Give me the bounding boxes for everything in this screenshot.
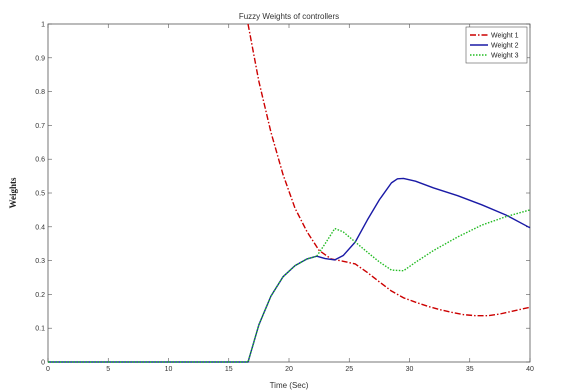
y-tick-label: 1: [41, 22, 45, 29]
legend-label-weight-1: Weight 1: [491, 33, 519, 40]
x-axis-label: Time (Sec): [270, 381, 309, 390]
x-tick-label: 0: [46, 366, 50, 373]
y-tick-label: 0.7: [35, 123, 45, 130]
y-tick-label: 0: [41, 360, 45, 367]
legend-label-weight-3: Weight 3: [491, 53, 519, 60]
series-line-weight-3: [48, 209, 531, 363]
y-axis-label: Weights: [8, 177, 18, 209]
x-tick-label: 25: [345, 366, 353, 373]
x-tick-label: 10: [165, 366, 173, 373]
series-lines: [48, 23, 531, 363]
legend: Weight 1 Weight 2 Weight 3: [465, 26, 528, 64]
x-tick-label: 35: [466, 366, 474, 373]
x-tick-label: 15: [225, 366, 233, 373]
y-tick-label: 0.5: [35, 191, 45, 198]
y-tick-label: 0.8: [35, 89, 45, 96]
axis-ticks: 0 5 10 15 20 25 30 35 40 0 0.1 0.2 0.3 0.4 0.5 0.6 0.7 0.…: [35, 22, 534, 374]
x-tick-label: 30: [406, 366, 414, 373]
x-tick-label: 20: [285, 366, 293, 373]
y-tick-label: 0.2: [35, 292, 45, 299]
x-tick-label: 5: [106, 366, 110, 373]
chart-title: Fuzzy Weights of controllers: [239, 12, 339, 21]
series-line-weight-1: [247, 23, 531, 317]
legend-label-weight-2: Weight 2: [491, 43, 519, 50]
y-tick-label: 0.3: [35, 258, 45, 265]
x-tick-label: 40: [526, 366, 534, 373]
y-tick-label: 0.9: [35, 55, 45, 62]
y-tick-label: 0.6: [35, 157, 45, 164]
y-tick-label: 0.1: [35, 326, 45, 333]
y-tick-label: 0.4: [35, 224, 45, 231]
